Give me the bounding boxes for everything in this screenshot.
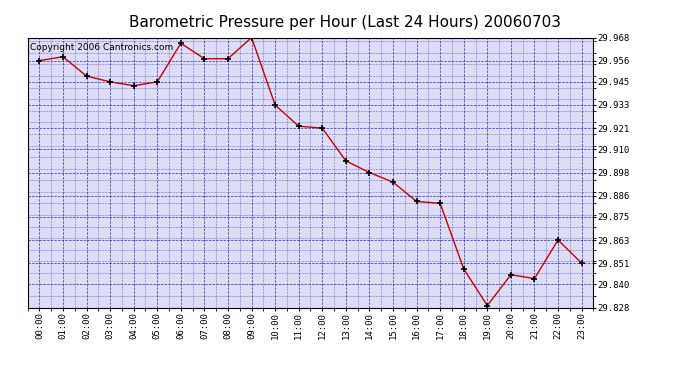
Text: Barometric Pressure per Hour (Last 24 Hours) 20060703: Barometric Pressure per Hour (Last 24 Ho…	[129, 15, 561, 30]
Text: Copyright 2006 Cantronics.com: Copyright 2006 Cantronics.com	[30, 43, 174, 52]
